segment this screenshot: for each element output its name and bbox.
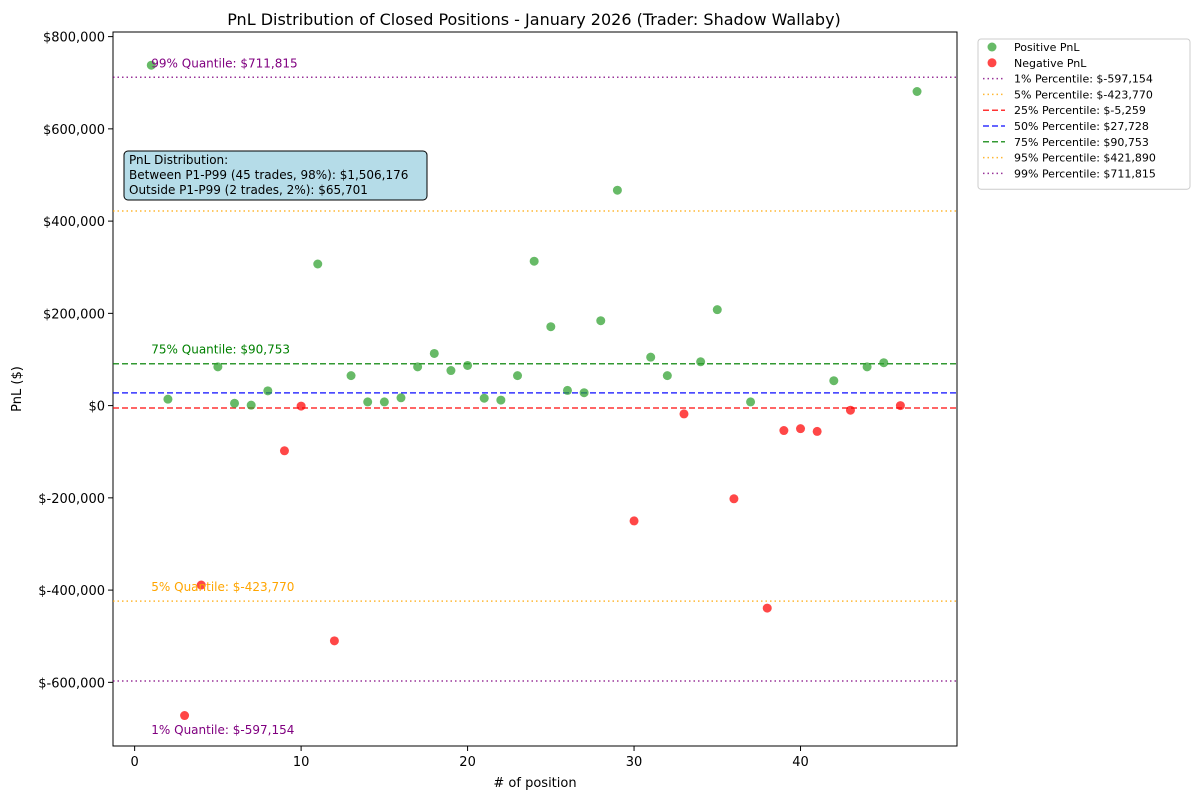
legend-marker: [987, 58, 997, 68]
quantile-annotation: 75% Quantile: $90,753: [151, 343, 290, 357]
quantile-annotation: 99% Quantile: $711,815: [151, 56, 297, 70]
data-point: [246, 400, 256, 410]
data-point: [413, 362, 423, 372]
info-box-line: PnL Distribution:: [129, 153, 228, 167]
data-point: [313, 259, 323, 269]
y-tick-label: $200,000: [43, 307, 105, 322]
data-point: [796, 424, 806, 434]
data-point: [163, 394, 173, 404]
x-tick-label: 40: [792, 755, 809, 770]
y-axis-label: PnL ($): [10, 366, 25, 412]
data-point: [629, 516, 639, 526]
data-point: [779, 426, 789, 436]
data-point: [679, 409, 689, 419]
data-points: [146, 60, 922, 721]
data-point: [196, 580, 206, 590]
data-point: [496, 395, 506, 405]
y-tick-label: $-600,000: [38, 676, 105, 691]
x-tick-label: 0: [131, 755, 139, 770]
data-point: [596, 316, 606, 326]
x-tick-label: 20: [459, 755, 476, 770]
legend-marker: [987, 42, 997, 52]
data-point: [895, 401, 905, 411]
y-tick-label: $400,000: [43, 215, 105, 230]
legend-entry: 25% Percentile: $-5,259: [1014, 104, 1146, 117]
x-tick-label: 30: [626, 755, 643, 770]
quantile-annotation: 1% Quantile: $-597,154: [151, 723, 294, 737]
x-tick-label: 10: [293, 755, 310, 770]
reference-lines: [113, 76, 957, 682]
data-point: [513, 371, 523, 381]
legend-entry: 99% Percentile: $711,815: [1014, 167, 1156, 180]
data-point: [729, 494, 739, 504]
x-axis-label: # of position: [493, 776, 576, 791]
legend-entry: Negative PnL: [1014, 57, 1087, 70]
data-point: [912, 87, 922, 96]
data-point: [562, 385, 572, 395]
data-point: [546, 322, 556, 332]
data-point: [612, 185, 622, 195]
x-axis: 0 10 20 30 40: [131, 746, 809, 770]
y-tick-label: $600,000: [43, 123, 105, 138]
data-point: [363, 397, 373, 407]
legend-entry: 95% Percentile: $421,890: [1014, 152, 1156, 165]
data-point: [396, 393, 406, 403]
data-point: [296, 401, 306, 411]
legend-entry: 5% Percentile: $-423,770: [1014, 88, 1153, 101]
chart-title: PnL Distribution of Closed Positions - J…: [227, 10, 841, 29]
y-axis: $800,000 $600,000 $400,000 $200,000 $0 $-200,…: [38, 31, 113, 691]
y-tick-label: $0: [88, 400, 105, 415]
data-point: [379, 397, 389, 407]
plot-frame: [112, 31, 958, 747]
plot-area: 99% Quantile: $711,815 75% Quantile: $90,…: [112, 31, 958, 747]
legend-entry: 50% Percentile: $27,728: [1014, 120, 1149, 133]
data-point: [263, 386, 273, 396]
data-point: [180, 711, 190, 721]
data-point: [230, 398, 240, 408]
info-box-frame: [123, 150, 428, 201]
info-box-line: Between P1-P99 (45 trades, 98%): $1,506,…: [129, 168, 408, 182]
y-tick-label: $-400,000: [38, 584, 105, 599]
data-point: [146, 60, 156, 70]
data-point: [446, 366, 456, 376]
data-point: [529, 256, 539, 266]
y-tick-label: $800,000: [43, 31, 105, 46]
quantile-annotations: 99% Quantile: $711,815 75% Quantile: $90,…: [151, 56, 297, 737]
data-point: [429, 348, 439, 358]
data-point: [329, 636, 339, 646]
data-point: [746, 397, 756, 407]
info-box-line: Outside P1-P99 (2 trades, 2%): $65,701: [129, 183, 368, 197]
data-point: [279, 446, 289, 456]
quantile-annotation: 5% Quantile: $-423,770: [151, 580, 294, 594]
data-point: [829, 376, 839, 386]
legend: Positive PnL Negative PnL 1% Percentile: $…: [977, 38, 1191, 190]
y-tick-label: $-200,000: [38, 492, 105, 507]
data-point: [213, 362, 223, 372]
data-point: [712, 305, 722, 315]
data-point: [662, 371, 672, 381]
data-point: [463, 360, 473, 370]
data-point: [479, 393, 489, 403]
data-point: [879, 358, 889, 368]
legend-entry: 75% Percentile: $90,753: [1014, 136, 1149, 149]
legend-frame: [977, 38, 1191, 190]
data-point: [346, 371, 356, 381]
data-point: [862, 362, 872, 372]
legend-entry: Positive PnL: [1014, 41, 1080, 54]
data-point: [845, 405, 855, 415]
info-box: PnL Distribution:Between P1-P99 (45 trad…: [123, 150, 428, 201]
data-point: [812, 426, 822, 436]
data-point: [646, 352, 656, 362]
data-point: [579, 388, 589, 398]
data-point: [696, 357, 706, 367]
legend-entry: 1% Percentile: $-597,154: [1014, 73, 1153, 86]
data-point: [762, 603, 772, 613]
